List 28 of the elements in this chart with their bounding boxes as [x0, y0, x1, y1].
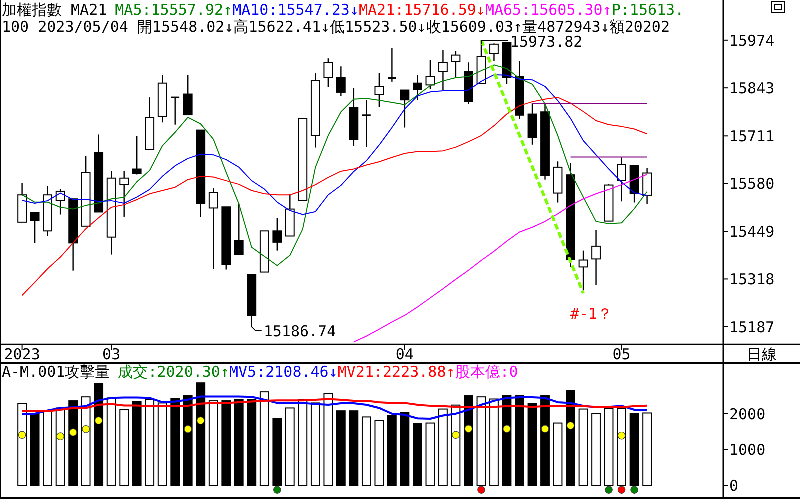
annotation: 15186.74 [264, 322, 336, 340]
header-text: MV5:2108.46↓ [230, 363, 338, 381]
header-text: MV21:2223.88↑ [338, 363, 456, 381]
header-text: 加權指數 MA21 [2, 1, 108, 19]
y-tick-label: 15843 [730, 80, 775, 98]
annotation: 日線 [746, 346, 777, 364]
y-tick-label: 15449 [730, 222, 775, 241]
header-text: MA5:15557.92↑ [115, 1, 233, 19]
y-tick-label: 15711 [730, 128, 775, 146]
y-tick-label: 1000 [730, 441, 766, 460]
y-tick-label: 15318 [730, 270, 775, 289]
x-tick-label: 2023 [4, 346, 40, 364]
header-text: A-M.001攻擊量 [2, 363, 110, 381]
header-text: P:15613. [612, 1, 684, 19]
annotation: #-1？ [570, 304, 613, 323]
header-text: MA65:15605.30↑ [485, 1, 612, 19]
y-tick-label: 0 [730, 477, 739, 496]
y-tick-label: 15974 [730, 32, 775, 50]
y-tick-label: 15187 [730, 318, 775, 336]
x-tick-label: 05 [612, 346, 631, 364]
y-tick-label: 2000 [730, 405, 766, 424]
header-text: 股本億:0 [455, 363, 518, 381]
x-tick-label: 04 [396, 346, 414, 364]
header-text: MA10:15547.23↓ [232, 1, 359, 19]
x-tick-label: 03 [102, 346, 121, 364]
y-tick-label: 15580 [730, 175, 775, 194]
header-text: 成交:2020.30↑ [118, 363, 230, 381]
header-text: MA21:15716.59↓ [359, 1, 486, 19]
